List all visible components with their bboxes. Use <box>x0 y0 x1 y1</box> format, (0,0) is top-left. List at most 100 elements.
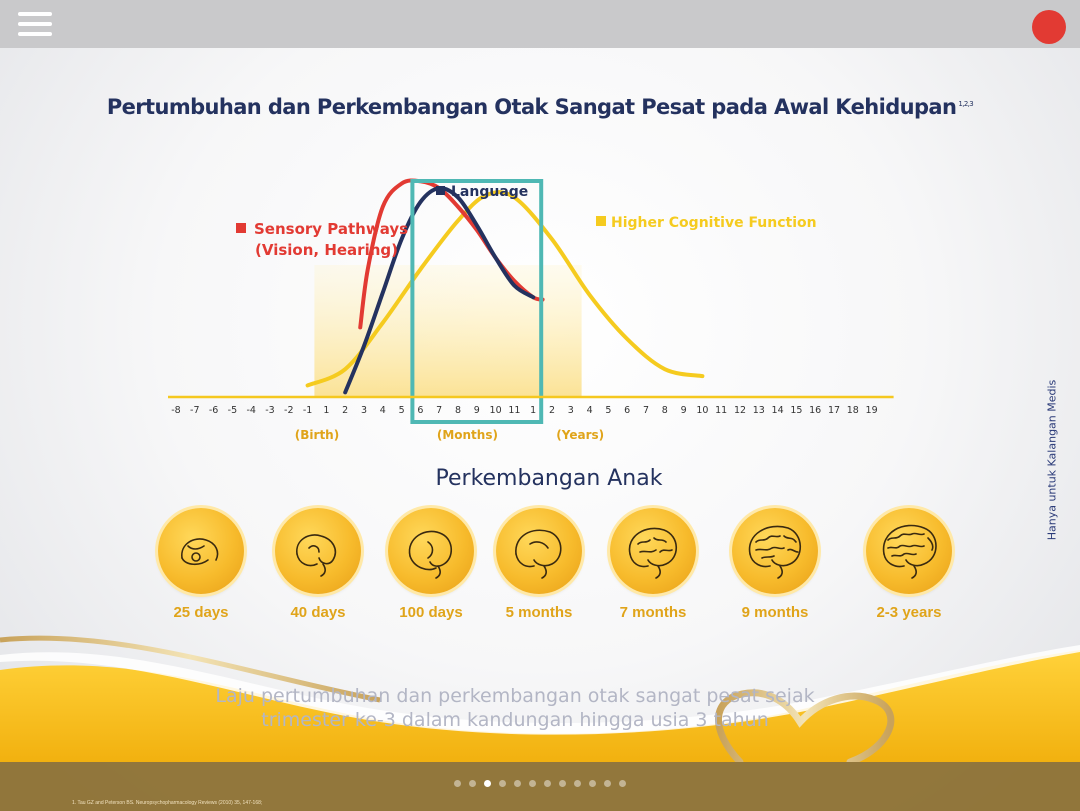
brain-development-chart: -8 -7 -6 -5 -4 -3 -2 -1 1 2 3 4 5 6 7 8 9 10 11 1 2 3 4 5 6 7 8 9 10… <box>168 178 894 442</box>
x-tick-label: 3 <box>568 405 574 416</box>
series-sensory-pathways <box>358 178 545 330</box>
x-tick-label: 5 <box>605 405 611 416</box>
x-segment-label: (Years) <box>556 428 604 442</box>
caption-line-1: Laju pertumbuhan dan perkembangan otak s… <box>215 685 815 707</box>
x-tick-label: 1 <box>323 405 329 416</box>
pagination-dot[interactable] <box>499 780 506 787</box>
pagination-dot[interactable] <box>484 780 491 787</box>
x-tick-label: 19 <box>866 405 878 416</box>
x-tick-label: 6 <box>417 405 423 416</box>
stage-7-months: 7 months <box>598 508 708 621</box>
record-button[interactable] <box>1032 10 1066 44</box>
x-tick-label: 10 <box>696 405 708 416</box>
brain-early-fetal-icon <box>275 508 361 594</box>
stage-label: 100 days <box>399 604 463 621</box>
reference-footnote: 1. Tau GZ and Peterson BS. Neuropsychoph… <box>72 800 263 806</box>
stage-label: 2-3 years <box>876 604 942 621</box>
stage-label: 7 months <box>619 604 687 621</box>
x-tick-label: -1 <box>303 405 312 416</box>
x-tick-label: 13 <box>753 405 765 416</box>
brain-2-3-years-icon <box>866 508 952 594</box>
highlight-box <box>410 179 544 424</box>
decorative-gold-ribbon <box>0 635 1080 762</box>
pagination-dot[interactable] <box>589 780 596 787</box>
brain-7-months-icon <box>610 508 696 594</box>
legend-sensory-label-2: (Vision, Hearing) <box>255 241 398 259</box>
x-axis-ticks: -8 -7 -6 -5 -4 -3 -2 -1 1 2 3 4 5 6 7 8 9 10 11 1 2 3 4 5 6 7 8 9 10… <box>171 405 877 416</box>
pagination-dot[interactable] <box>514 780 521 787</box>
stage-9-months: 9 months <box>720 508 830 621</box>
legend-sensory: Sensory Pathways (Vision, Hearing) <box>236 220 408 259</box>
caption-line-2: trimester ke-3 dalam kandungan hingga us… <box>261 709 769 731</box>
pagination-dot[interactable] <box>574 780 581 787</box>
brain-fetal-icon <box>388 508 474 594</box>
x-tick-label: 2 <box>342 405 348 416</box>
pagination-dot[interactable] <box>454 780 461 787</box>
hamburger-menu-icon[interactable] <box>18 12 52 38</box>
x-tick-label: 8 <box>662 405 668 416</box>
x-tick-label: 3 <box>361 405 367 416</box>
stage-label: 25 days <box>173 604 229 621</box>
page-title: Pertumbuhan dan Perkembangan Otak Sangat… <box>106 95 974 119</box>
x-tick-label: 18 <box>847 405 859 416</box>
legend-cognitive-label: Higher Cognitive Function <box>611 215 817 231</box>
x-tick-label: -2 <box>284 405 293 416</box>
x-tick-label: 9 <box>474 405 480 416</box>
stage-25-days: 25 days <box>146 508 256 621</box>
stage-5-months: 5 months <box>484 508 594 621</box>
x-tick-label: 4 <box>380 405 386 416</box>
x-tick-label: 16 <box>809 405 821 416</box>
x-tick-label: 4 <box>587 405 593 416</box>
pagination-dots <box>0 780 1080 787</box>
x-tick-label: 17 <box>828 405 840 416</box>
x-tick-label: -4 <box>246 405 255 416</box>
x-tick-label: -7 <box>190 405 199 416</box>
x-tick-label: 2 <box>549 405 555 416</box>
brain-9-months-icon <box>732 508 818 594</box>
slide-caption: Laju pertumbuhan dan perkembangan otak s… <box>0 684 1030 732</box>
legend-cognitive-swatch <box>596 216 606 226</box>
brain-5-months-icon <box>496 508 582 594</box>
x-tick-label: -3 <box>265 405 274 416</box>
top-bar <box>0 0 1080 48</box>
x-tick-label: 9 <box>681 405 687 416</box>
x-tick-label: -6 <box>209 405 218 416</box>
x-tick-label: 6 <box>624 405 630 416</box>
x-tick-label: 10 <box>490 405 502 416</box>
x-tick-label: 8 <box>455 405 461 416</box>
x-tick-label: 11 <box>508 405 520 416</box>
pagination-dot[interactable] <box>544 780 551 787</box>
brain-embryo-icon <box>158 508 244 594</box>
bottom-bar: 1. Tau GZ and Peterson BS. Neuropsychoph… <box>0 762 1080 811</box>
x-tick-label: 1 <box>530 405 536 416</box>
x-tick-label: 12 <box>734 405 746 416</box>
pagination-dot[interactable] <box>619 780 626 787</box>
x-tick-label: 15 <box>790 405 802 416</box>
x-tick-label: -8 <box>171 405 180 416</box>
legend-sensory-swatch <box>236 223 246 233</box>
legend-language: Language <box>436 184 528 200</box>
section-subtitle: Perkembangan Anak <box>435 466 663 491</box>
pagination-dot[interactable] <box>604 780 611 787</box>
stage-label: 40 days <box>290 604 346 621</box>
x-tick-label: 11 <box>715 405 727 416</box>
x-tick-label: -5 <box>228 405 237 416</box>
pagination-dot[interactable] <box>529 780 536 787</box>
pagination-dot[interactable] <box>469 780 476 787</box>
x-tick-label: 7 <box>643 405 649 416</box>
stage-2-3-years: 2-3 years <box>854 508 964 621</box>
legend-language-label: Language <box>451 184 528 200</box>
x-tick-label: 7 <box>436 405 442 416</box>
x-tick-label: 14 <box>772 405 784 416</box>
x-tick-label: 5 <box>399 405 405 416</box>
x-segment-label: (Birth) <box>295 428 339 442</box>
prenatal-infancy-shade <box>314 265 582 397</box>
x-segment-label: (Months) <box>437 428 498 442</box>
pagination-dot[interactable] <box>559 780 566 787</box>
stage-100-days: 100 days <box>376 508 486 621</box>
legend-cognitive: Higher Cognitive Function <box>596 215 817 231</box>
medical-disclaimer: Hanya untuk Kalangan Medis <box>1045 379 1059 541</box>
legend-sensory-label-1: Sensory Pathways <box>254 220 408 238</box>
x-axis-segment-labels: (Birth) (Months) (Years) <box>295 428 604 442</box>
